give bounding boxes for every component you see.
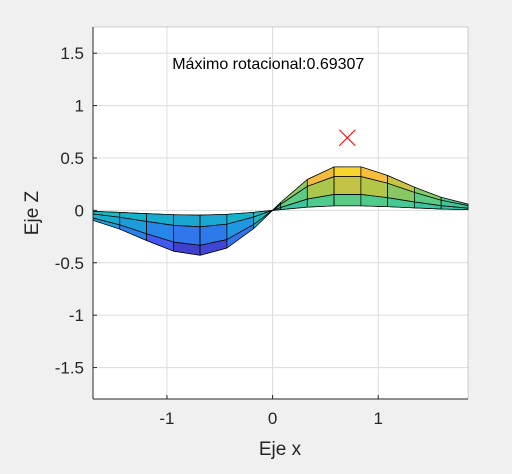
max-marker: [338, 129, 356, 147]
y-tick-label: 1: [75, 97, 84, 116]
y-tick-label: -1: [69, 306, 84, 325]
y-tick-label: -0.5: [55, 254, 84, 273]
tick-labels: -1 0 1 1.5 1 0.5 0 -0.5 -1 -1.5: [55, 44, 383, 428]
surface-patch: [333, 166, 362, 177]
y-tick-label: -1.5: [55, 359, 84, 378]
surface-patch: [440, 196, 469, 206]
surface-patch: [333, 194, 362, 207]
surface-patch: [333, 176, 362, 195]
axes-background: [93, 27, 468, 399]
y-axis-label: Eje Z: [22, 190, 43, 235]
y-tick-label: 0.5: [60, 149, 84, 168]
surface-patch: [173, 214, 201, 228]
x-tick-label: 0: [268, 409, 277, 428]
annotation-text: Máximo rotacional:0.69307: [172, 56, 364, 73]
y-tick-label: 1.5: [60, 44, 84, 63]
x-tick-label: 1: [373, 409, 382, 428]
axes-frame: [92, 26, 469, 400]
y-tick-label: 0: [75, 201, 84, 220]
x-axis-label: Eje x: [259, 439, 302, 460]
grid-lines: [93, 27, 468, 399]
max-marker-stroke: [338, 129, 356, 147]
x-tick-label: -1: [159, 409, 174, 428]
surface-plot: [92, 166, 469, 256]
